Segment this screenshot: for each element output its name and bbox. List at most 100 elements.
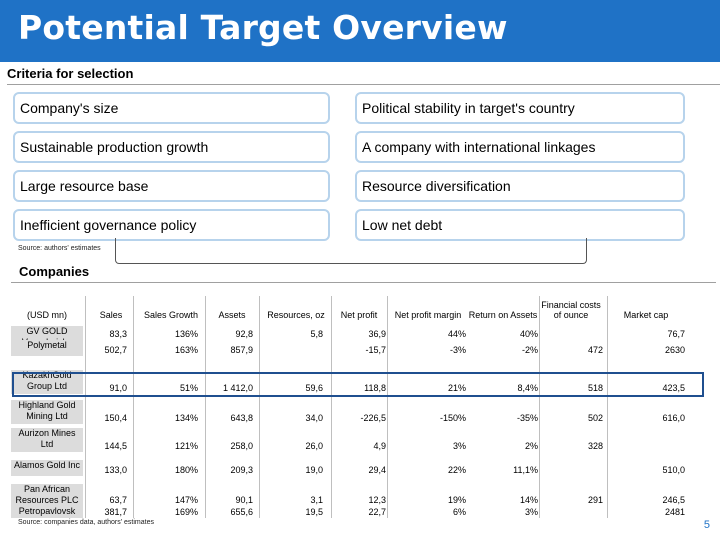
grid-line <box>205 296 206 518</box>
cell-assets: 209,3 <box>230 465 253 475</box>
cell-sales: 63,7 <box>109 495 127 505</box>
cell-return-on-assets: 3% <box>524 507 538 517</box>
grid-line <box>331 296 332 518</box>
cell-market-cap: 2481 <box>664 507 685 517</box>
criteria-box-company-size: Company's size <box>13 92 330 124</box>
company-name: Pan African Resources PLC <box>11 484 83 506</box>
col-header-assets: Assets <box>218 310 246 320</box>
grid-line <box>133 296 134 518</box>
table-row: Alamos Gold Inc 133,0 180% 209,3 19,0 29,4 22%… <box>11 460 691 476</box>
criteria-divider <box>7 84 720 85</box>
cell-financial-costs: 518 <box>587 383 603 393</box>
table-row: KazakhGold Group Ltd 91,0 51% 1 412,0 59,6 11… <box>11 370 691 394</box>
cell-net-profit-margin: 44% <box>447 329 466 339</box>
table-row: Petropavlovsk 381,7 169% 655,6 19,5 22,7 6% 3% 2… <box>11 506 691 518</box>
companies-divider <box>11 282 716 283</box>
cell-resources: 5,8 <box>310 329 323 339</box>
cell-net-profit: 118,8 <box>364 383 386 393</box>
criteria-box-low-net-debt: Low net debt <box>355 209 685 241</box>
cell-return-on-assets: 8,4% <box>517 383 538 393</box>
company-name: Aurizon Mines Ltd <box>11 428 83 452</box>
criteria-box-international-linkages: A company with international linkages <box>355 131 685 163</box>
criteria-box-production-growth: Sustainable production growth <box>13 131 330 163</box>
cell-sales-growth: 136% <box>174 329 198 339</box>
cell-sales-growth: 121% <box>174 441 198 451</box>
cell-net-profit: 22,7 <box>368 507 386 517</box>
cell-financial-costs: 291 <box>587 495 603 505</box>
cell-net-profit: 36,9 <box>368 329 386 339</box>
cell-net-profit: 4,9 <box>373 441 386 451</box>
criteria-box-resource-diversification: Resource diversification <box>355 170 685 202</box>
cell-market-cap: 423,5 <box>662 383 685 393</box>
col-header-market-cap: Market cap <box>623 310 669 320</box>
cell-sales-growth: 163% <box>174 345 198 355</box>
company-name: Polymetal <box>11 340 83 356</box>
cell-sales-growth: 180% <box>174 465 198 475</box>
criteria-box-resource-base: Large resource base <box>13 170 330 202</box>
criteria-title: Criteria for selection <box>7 66 134 81</box>
cell-assets: 92,8 <box>235 329 253 339</box>
cell-return-on-assets: 2% <box>524 441 538 451</box>
grid-line <box>259 296 260 518</box>
table-row: Aurizon Mines Ltd 144,5 121% 258,0 26,0 4,9 3%… <box>11 428 691 452</box>
cell-net-profit-margin: -3% <box>449 345 466 355</box>
table-row: GV GOLD Vysochaishy 83,3 136% 92,8 5,8 36,9 44… <box>11 326 691 347</box>
companies-title: Companies <box>19 264 90 279</box>
cell-return-on-assets: 40% <box>519 329 538 339</box>
cell-net-profit-margin: 6% <box>452 507 466 517</box>
grid-line <box>607 296 608 518</box>
cell-net-profit: -226,5 <box>360 413 386 423</box>
cell-sales: 144,5 <box>104 441 127 451</box>
grid-line <box>539 296 540 518</box>
cell-net-profit: 12,3 <box>368 495 386 505</box>
company-name: Alamos Gold Inc <box>11 460 83 476</box>
col-header-sales-growth: Sales Growth <box>143 310 199 320</box>
companies-source-note: Source: companies data, authors' estimat… <box>18 519 154 526</box>
cell-net-profit: -15,7 <box>365 345 386 355</box>
cell-net-profit-margin: 19% <box>447 495 466 505</box>
grid-line <box>387 296 388 518</box>
col-header-net-profit-margin: Net profit margin <box>394 310 462 320</box>
cell-sales-growth: 147% <box>174 495 198 505</box>
table-row: Highland Gold Mining Ltd 150,4 134% 643,8 34… <box>11 400 691 424</box>
page-number: 5 <box>703 519 710 531</box>
cell-financial-costs: 502 <box>587 413 603 423</box>
cell-market-cap: 2630 <box>664 345 685 355</box>
cell-sales: 133,0 <box>104 465 127 475</box>
cell-sales: 83,3 <box>109 329 127 339</box>
cell-net-profit-margin: 3% <box>452 441 466 451</box>
page-title: Potential Target Overview <box>18 8 508 47</box>
companies-table: (USD mn) Sales Sales Growth Assets Resou… <box>11 296 691 518</box>
cell-resources: 34,0 <box>305 413 323 423</box>
criteria-source-note: Source: authors' estimates <box>18 245 101 252</box>
company-name: KazakhGold Group Ltd <box>11 370 83 394</box>
cell-return-on-assets: -2% <box>521 345 538 355</box>
cell-return-on-assets: 14% <box>519 495 538 505</box>
cell-net-profit: 29,4 <box>368 465 386 475</box>
criteria-connector <box>115 238 587 264</box>
cell-return-on-assets: 11,1% <box>513 465 538 475</box>
table-header: (USD mn) Sales Sales Growth Assets Resou… <box>11 296 691 322</box>
header-bar: Potential Target Overview <box>0 0 720 62</box>
company-name: Petropavlovsk <box>11 506 83 518</box>
criteria-box-governance-policy: Inefficient governance policy <box>13 209 330 241</box>
col-header-financial-costs: Financial costs of ounce <box>541 300 601 320</box>
cell-market-cap: 616,0 <box>662 413 685 423</box>
cell-net-profit-margin: 21% <box>447 383 466 393</box>
cell-net-profit-margin: -150% <box>439 413 466 423</box>
table-row: Polymetal 502,7 163% 857,9 -15,7 -3% -2% 472 263… <box>11 340 691 356</box>
col-header-net-profit: Net profit <box>340 310 378 320</box>
cell-financial-costs: 472 <box>587 345 603 355</box>
col-header-resources: Resources, oz <box>267 310 325 320</box>
cell-financial-costs: 328 <box>587 441 603 451</box>
cell-sales: 502,7 <box>104 345 127 355</box>
col-header-return-on-assets: Return on Assets <box>468 310 538 320</box>
cell-sales: 91,0 <box>109 383 127 393</box>
cell-return-on-assets: -35% <box>516 413 538 423</box>
cell-resources: 3,1 <box>310 495 323 505</box>
cell-resources: 26,0 <box>305 441 323 451</box>
grid-line <box>85 296 86 518</box>
company-name: GV GOLD Vysochaishy <box>11 326 83 347</box>
criteria-box-political-stability: Political stability in target's country <box>355 92 685 124</box>
cell-resources: 19,0 <box>305 465 323 475</box>
